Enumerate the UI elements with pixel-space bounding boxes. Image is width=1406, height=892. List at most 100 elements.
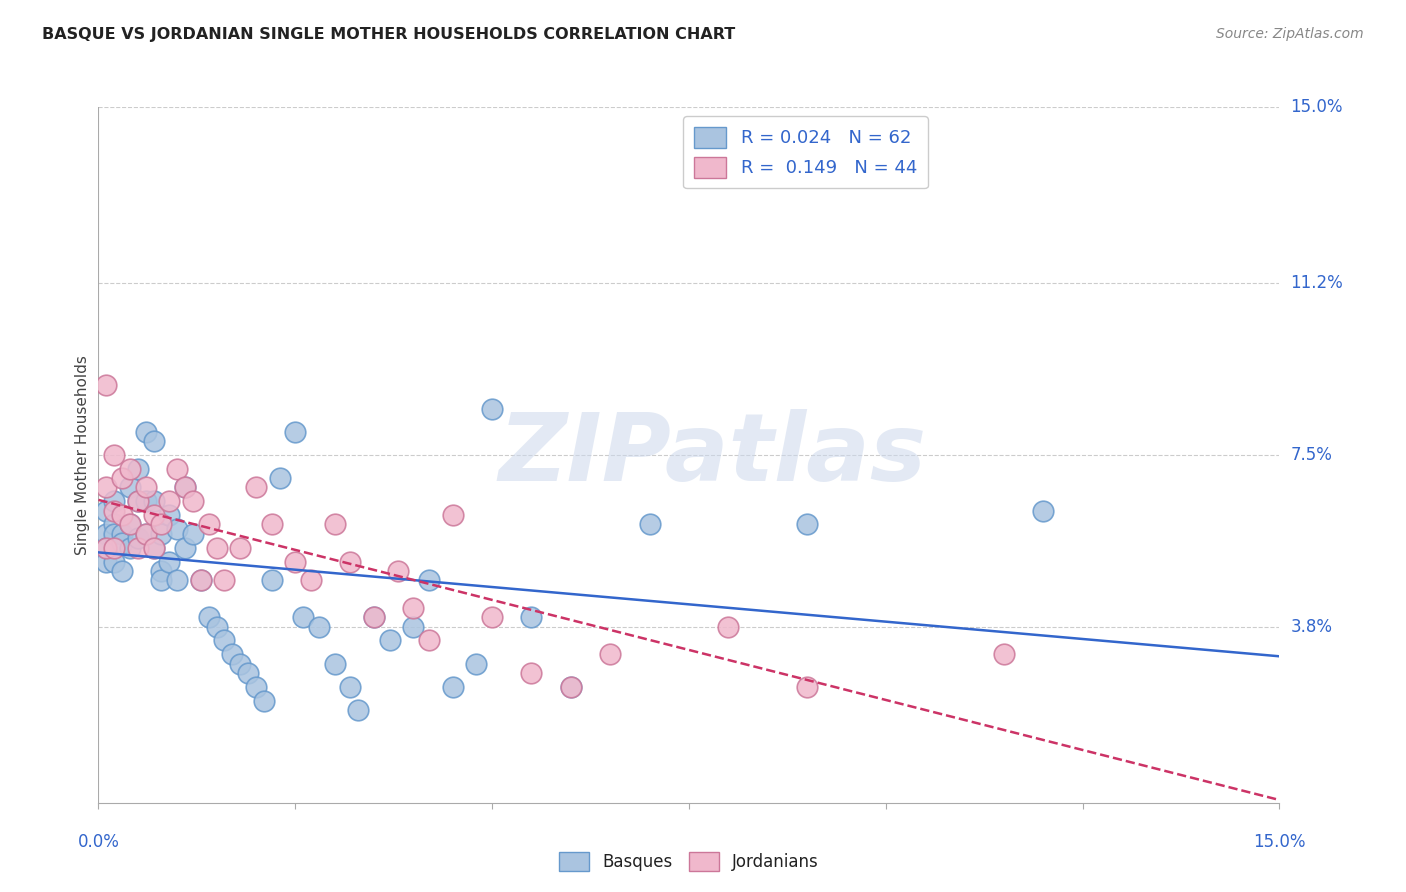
Point — [142, 541, 165, 555]
Point — [142, 508, 165, 523]
Point — [127, 462, 149, 476]
Point — [418, 633, 440, 648]
Point — [560, 680, 582, 694]
Point — [441, 508, 464, 523]
Point — [269, 471, 291, 485]
Point — [308, 619, 330, 633]
Text: 7.5%: 7.5% — [1291, 446, 1333, 464]
Point — [299, 573, 322, 587]
Point — [150, 517, 173, 532]
Point — [181, 494, 204, 508]
Point — [418, 573, 440, 587]
Point — [339, 555, 361, 569]
Text: Source: ZipAtlas.com: Source: ZipAtlas.com — [1216, 27, 1364, 41]
Point — [111, 471, 134, 485]
Point — [150, 526, 173, 541]
Point — [103, 541, 125, 555]
Point — [103, 448, 125, 462]
Text: 0.0%: 0.0% — [77, 833, 120, 851]
Point — [181, 526, 204, 541]
Point — [127, 541, 149, 555]
Point — [284, 555, 307, 569]
Point — [638, 517, 661, 532]
Point — [260, 517, 283, 532]
Point — [520, 610, 543, 624]
Point — [284, 425, 307, 439]
Point — [174, 541, 197, 555]
Point — [236, 665, 259, 680]
Point — [96, 555, 118, 569]
Point — [245, 680, 267, 694]
Point — [118, 517, 141, 532]
Point — [135, 425, 157, 439]
Point — [96, 378, 118, 392]
Point — [118, 462, 141, 476]
Point — [481, 401, 503, 416]
Point — [260, 573, 283, 587]
Point — [229, 541, 252, 555]
Point — [221, 648, 243, 662]
Point — [142, 434, 165, 448]
Point — [150, 573, 173, 587]
Text: 11.2%: 11.2% — [1291, 275, 1343, 293]
Y-axis label: Single Mother Households: Single Mother Households — [75, 355, 90, 555]
Point — [993, 648, 1015, 662]
Point — [127, 494, 149, 508]
Point — [157, 508, 180, 523]
Point — [402, 619, 425, 633]
Legend: Basques, Jordanians: Basques, Jordanians — [553, 846, 825, 878]
Text: BASQUE VS JORDANIAN SINGLE MOTHER HOUSEHOLDS CORRELATION CHART: BASQUE VS JORDANIAN SINGLE MOTHER HOUSEH… — [42, 27, 735, 42]
Point — [197, 517, 219, 532]
Point — [520, 665, 543, 680]
Point — [347, 703, 370, 717]
Point — [111, 508, 134, 523]
Text: ZIPatlas: ZIPatlas — [499, 409, 927, 501]
Point — [96, 480, 118, 494]
Point — [96, 503, 118, 517]
Text: 15.0%: 15.0% — [1253, 833, 1306, 851]
Point — [135, 526, 157, 541]
Text: 15.0%: 15.0% — [1291, 98, 1343, 116]
Point — [127, 494, 149, 508]
Point — [135, 526, 157, 541]
Point — [174, 480, 197, 494]
Point — [402, 601, 425, 615]
Point — [796, 517, 818, 532]
Point — [103, 494, 125, 508]
Point — [174, 480, 197, 494]
Point — [111, 536, 134, 550]
Point — [245, 480, 267, 494]
Point — [378, 633, 401, 648]
Point — [118, 517, 141, 532]
Point — [229, 657, 252, 671]
Point — [103, 517, 125, 532]
Point — [717, 619, 740, 633]
Point — [205, 541, 228, 555]
Point — [190, 573, 212, 587]
Point — [157, 555, 180, 569]
Point — [142, 494, 165, 508]
Point — [157, 494, 180, 508]
Point — [292, 610, 315, 624]
Point — [190, 573, 212, 587]
Point — [323, 657, 346, 671]
Point — [214, 633, 236, 648]
Point — [103, 526, 125, 541]
Point — [166, 573, 188, 587]
Point — [118, 480, 141, 494]
Point — [111, 564, 134, 578]
Point — [96, 526, 118, 541]
Point — [339, 680, 361, 694]
Point — [465, 657, 488, 671]
Point — [1032, 503, 1054, 517]
Point — [363, 610, 385, 624]
Point — [363, 610, 385, 624]
Point — [441, 680, 464, 694]
Point — [214, 573, 236, 587]
Text: 3.8%: 3.8% — [1291, 617, 1333, 635]
Point — [142, 541, 165, 555]
Point — [166, 522, 188, 536]
Point — [560, 680, 582, 694]
Point — [166, 462, 188, 476]
Point — [481, 610, 503, 624]
